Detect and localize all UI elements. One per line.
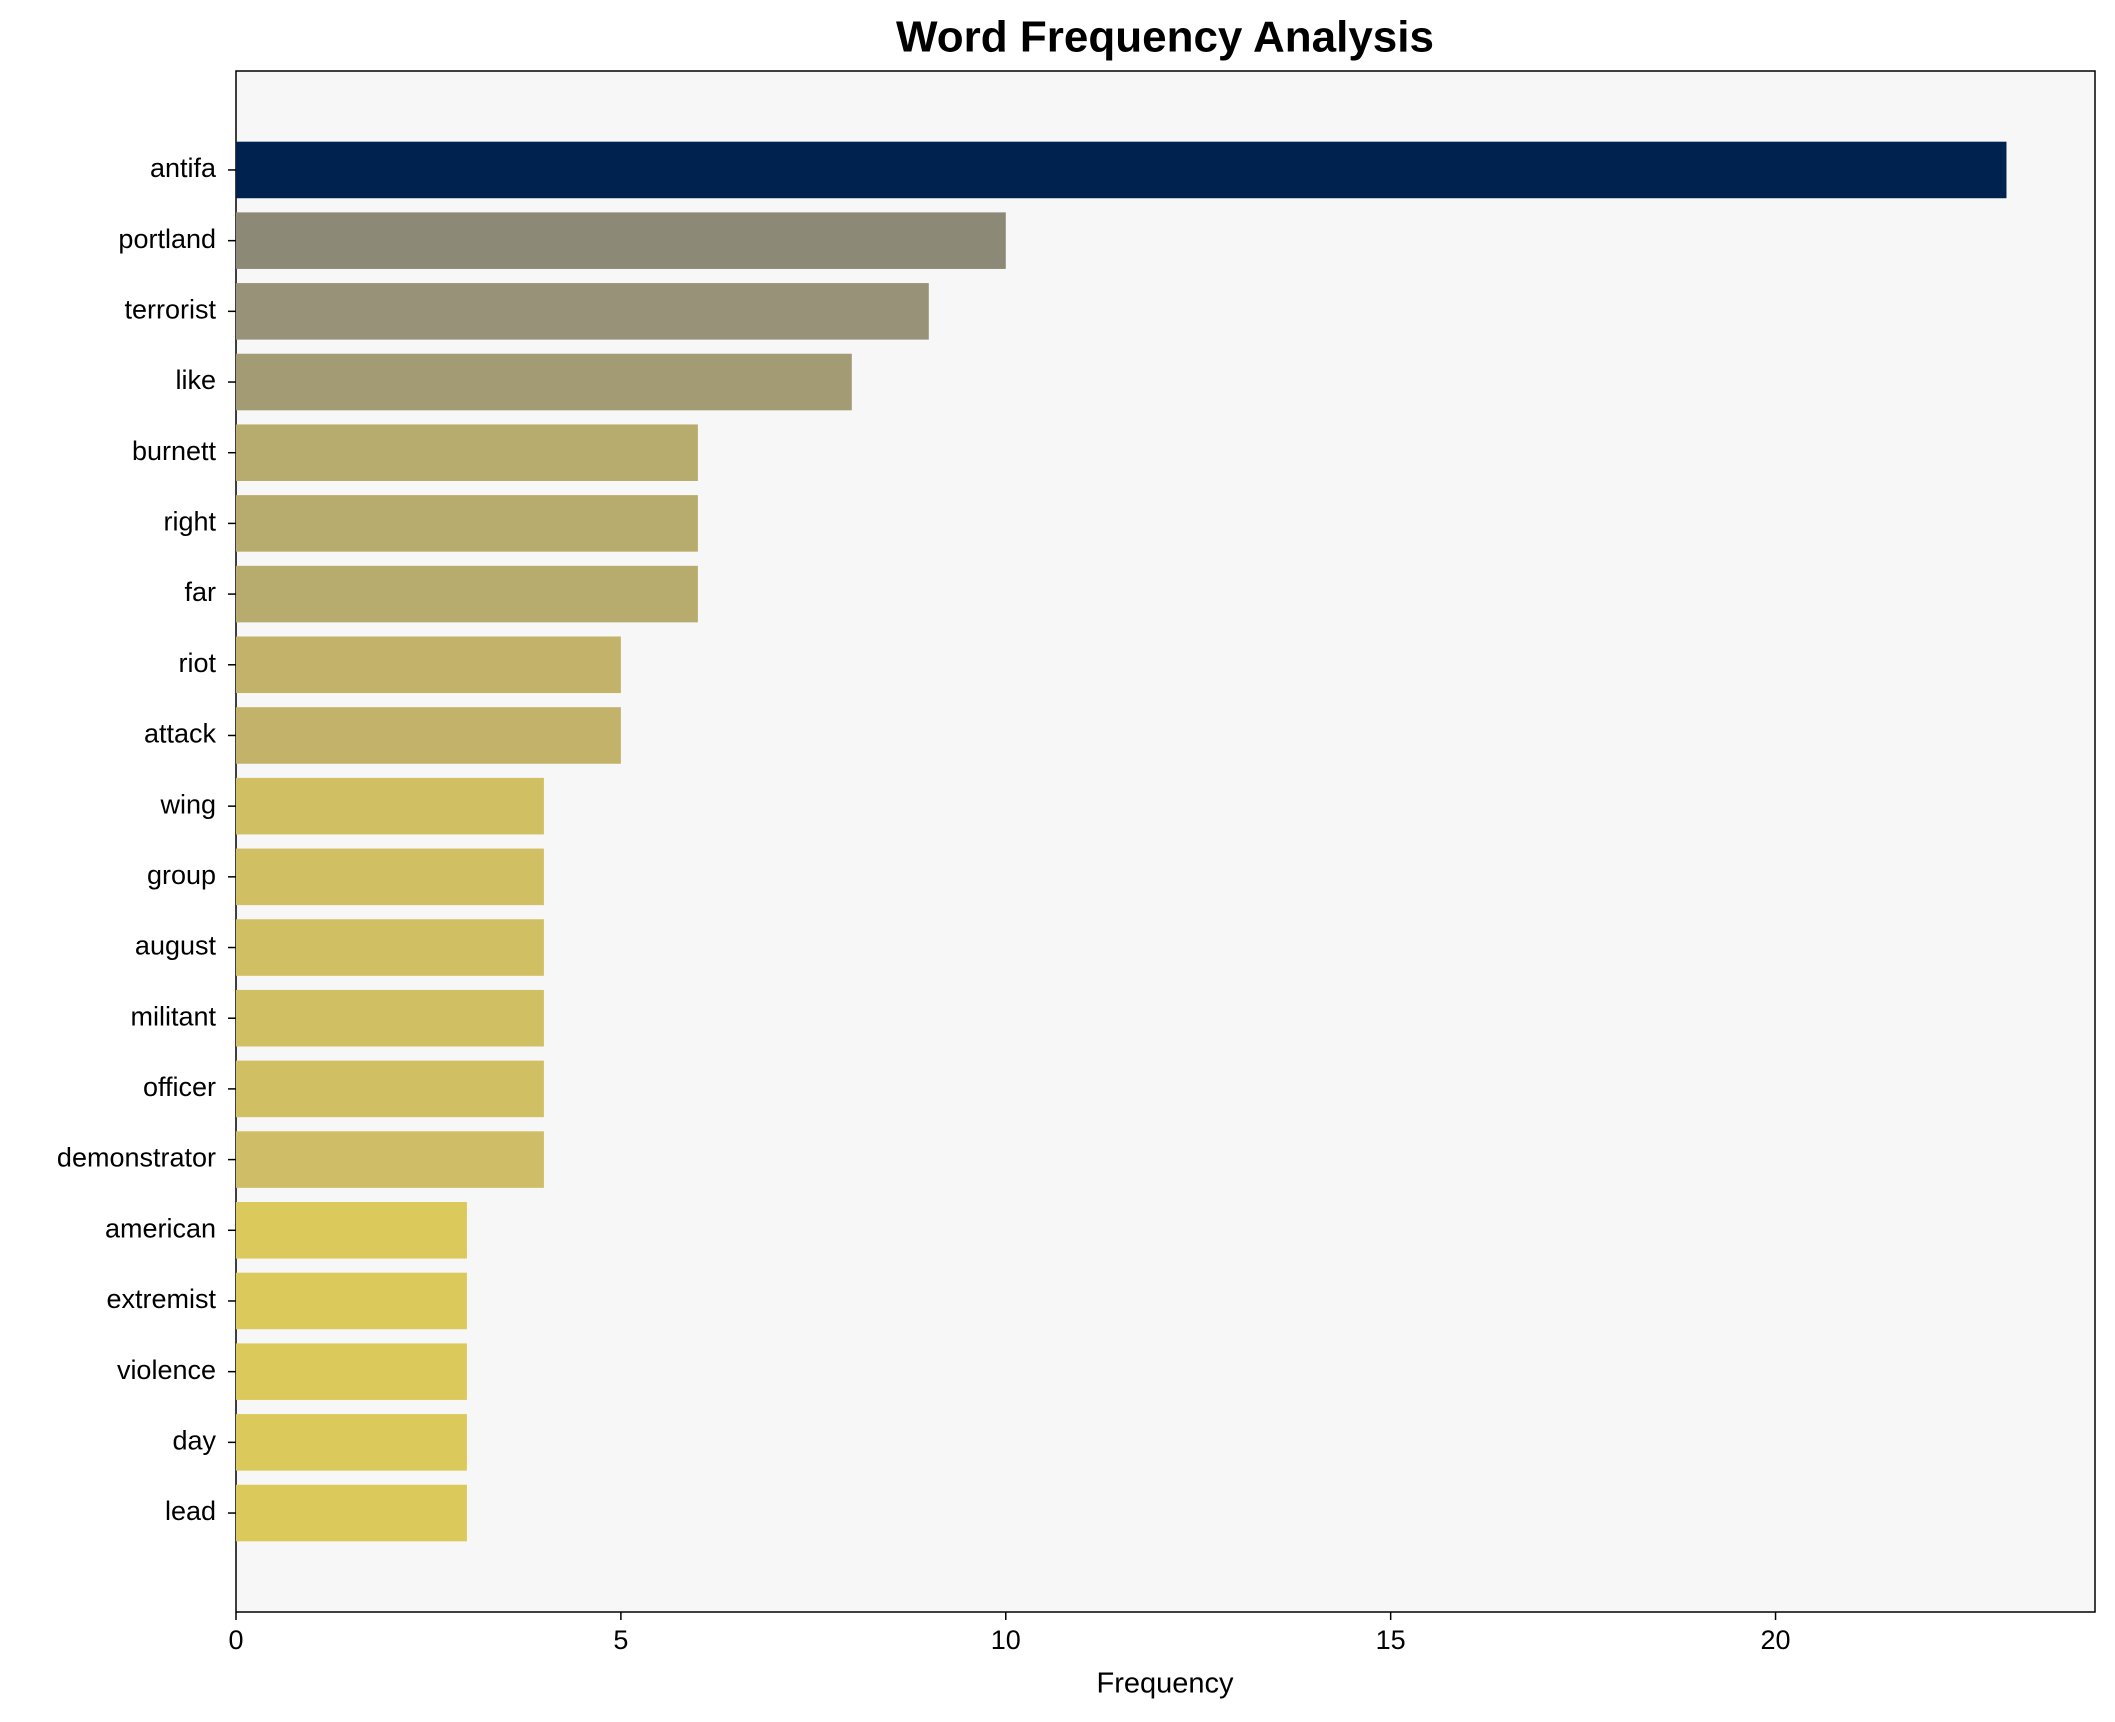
bar [236,1060,544,1118]
bar [236,989,544,1047]
x-tick-label: 20 [1761,1625,1791,1655]
y-tick-label: officer [143,1072,216,1102]
x-tick-label: 15 [1376,1625,1406,1655]
bar [236,495,698,552]
bar [236,1484,467,1542]
x-tick-label: 5 [613,1625,628,1655]
bar [236,424,698,481]
y-tick-label: attack [144,719,217,749]
x-axis-label: Frequency [1096,1668,1234,1700]
bar [236,636,621,694]
y-tick-label: wing [159,789,216,819]
y-tick-label: august [135,931,217,961]
y-tick-label: extremist [106,1284,216,1314]
y-tick-label: far [184,577,216,607]
bar [236,707,621,764]
bar [236,141,2007,199]
bar [236,565,698,623]
bar [236,1272,467,1330]
bar [236,848,544,906]
bar [236,1343,467,1400]
y-tick-label: right [163,507,216,537]
y-tick-label: demonstrator [57,1143,216,1173]
y-tick-label: riot [178,648,216,678]
bar [236,283,929,340]
x-tick-label: 10 [991,1625,1021,1655]
y-tick-label: violence [117,1355,216,1385]
bar [236,212,1006,269]
y-tick-label: militant [130,1001,216,1031]
y-tick-label: burnett [132,436,217,466]
y-tick-label: lead [165,1496,216,1526]
y-tick-label: portland [118,224,216,254]
bar [236,919,544,976]
y-tick-label: terrorist [124,294,216,324]
chart-title: Word Frequency Analysis [896,13,1434,62]
bar [236,777,544,835]
bar [236,1202,467,1259]
bar [236,1131,544,1188]
y-tick-label: group [147,860,216,890]
bar [236,353,852,411]
y-tick-label: day [172,1425,216,1455]
y-tick-label: like [175,365,216,395]
y-tick-label: antifa [150,153,217,183]
y-tick-label: american [105,1213,216,1243]
bar [236,1414,467,1471]
x-tick-label: 0 [228,1625,243,1655]
